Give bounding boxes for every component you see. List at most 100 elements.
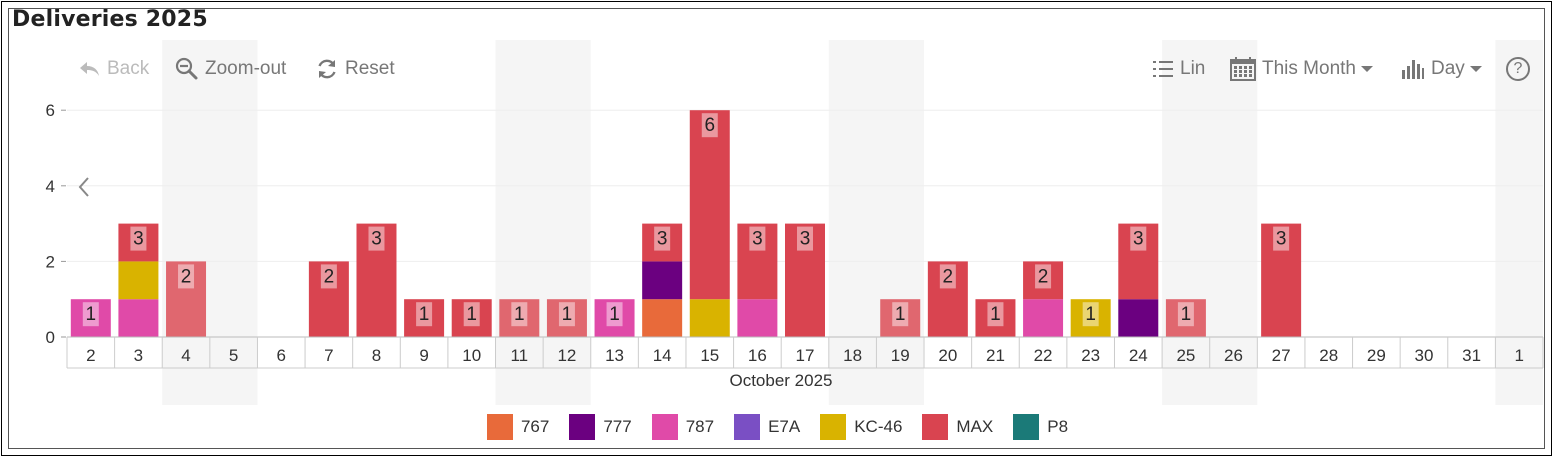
- legend-label: 767: [520, 417, 550, 436]
- back-arrow-icon: [80, 62, 99, 76]
- data-label: 1: [609, 304, 620, 325]
- bar-MAX[interactable]: [1165, 299, 1206, 337]
- data-label-bg: [939, 264, 956, 289]
- data-label-bg: [749, 226, 766, 251]
- zoom-out-icon: [175, 57, 198, 80]
- back-button[interactable]: Back: [79, 56, 149, 82]
- bar-MAX[interactable]: [1118, 223, 1159, 300]
- data-label: 3: [800, 229, 811, 250]
- data-label: 3: [752, 229, 763, 250]
- x-tick-label: 17: [796, 346, 815, 365]
- legend-swatch: [651, 414, 678, 440]
- granularity-dropdown[interactable]: Day: [1401, 56, 1482, 82]
- legend: 767 777 787 E7A KC-46 MAX P8: [0, 414, 1555, 440]
- x-tick-label: 4: [181, 346, 190, 365]
- bar-MAX[interactable]: [975, 299, 1016, 337]
- bar-787[interactable]: [118, 299, 159, 337]
- x-tick-label: 2: [86, 346, 95, 365]
- bar-777[interactable]: [1118, 299, 1159, 337]
- data-label: 1: [466, 304, 477, 325]
- bar-MAX[interactable]: [118, 223, 159, 262]
- data-label: 3: [1276, 229, 1287, 250]
- bar-787[interactable]: [1023, 299, 1064, 337]
- x-tick-label: 21: [986, 346, 1005, 365]
- legend-swatch: [922, 414, 949, 440]
- legend-swatch: [486, 414, 513, 440]
- bar-767[interactable]: [642, 299, 683, 337]
- reset-button[interactable]: Reset: [315, 56, 395, 82]
- legend-item-777[interactable]: 777: [569, 414, 632, 440]
- bar-777[interactable]: [642, 261, 683, 300]
- data-label-bg: [1130, 226, 1147, 251]
- bar-MAX[interactable]: [689, 110, 730, 300]
- legend-item-kc-46[interactable]: KC-46: [820, 414, 902, 440]
- data-label-bg: [82, 302, 99, 327]
- data-label-bg: [558, 302, 575, 327]
- data-label-bg: [892, 302, 909, 327]
- x-tick-label: 7: [324, 346, 333, 365]
- x-tick-label: 11: [510, 346, 528, 365]
- bar-MAX[interactable]: [356, 223, 397, 337]
- data-label-bg: [701, 113, 718, 138]
- bar-MAX[interactable]: [737, 223, 778, 300]
- zoom-out-button[interactable]: Zoom-out: [175, 56, 286, 82]
- bar-MAX[interactable]: [880, 299, 921, 337]
- bar-787[interactable]: [594, 299, 635, 337]
- x-tick-label: 19: [891, 346, 910, 365]
- y-tick-label: 4: [46, 177, 55, 196]
- data-label: 1: [514, 304, 525, 325]
- help-button[interactable]: ?: [1506, 57, 1530, 81]
- x-tick-label: 26: [1224, 346, 1243, 365]
- zoom-out-label: Zoom-out: [205, 58, 287, 79]
- bar-MAX[interactable]: [451, 299, 492, 337]
- x-tick-label: 12: [557, 346, 576, 365]
- bar-KC-46[interactable]: [1070, 299, 1111, 337]
- data-label: 2: [1038, 266, 1049, 287]
- data-label: 1: [1181, 304, 1192, 325]
- data-label: 2: [324, 266, 335, 287]
- granularity-caret-icon: [1469, 66, 1482, 72]
- data-label-bg: [130, 226, 147, 251]
- bar-KC-46[interactable]: [689, 299, 730, 337]
- x-tick-label: 10: [462, 346, 481, 365]
- bar-MAX[interactable]: [1261, 223, 1302, 337]
- data-label-bg: [1035, 264, 1052, 289]
- bar-MAX[interactable]: [404, 299, 445, 337]
- bar-MAX[interactable]: [308, 261, 349, 337]
- bar-MAX[interactable]: [927, 261, 968, 337]
- period-dropdown[interactable]: This Month: [1230, 56, 1373, 82]
- x-tick-label: 14: [653, 346, 672, 365]
- bar-787[interactable]: [70, 299, 111, 337]
- legend-item-p8[interactable]: P8: [1013, 414, 1068, 440]
- data-label: 1: [562, 304, 573, 325]
- data-label: 1: [895, 304, 906, 325]
- legend-item-787[interactable]: 787: [651, 414, 714, 440]
- scale-toggle[interactable]: Lin: [1152, 56, 1205, 82]
- bar-MAX[interactable]: [166, 261, 207, 337]
- data-label: 1: [990, 304, 1001, 325]
- x-tick-label: 28: [1319, 346, 1338, 365]
- legend-swatch: [820, 414, 847, 440]
- data-label-bg: [797, 226, 813, 251]
- x-tick-label: 5: [229, 346, 238, 365]
- x-tick-label: 13: [605, 346, 624, 365]
- bar-KC-46[interactable]: [118, 261, 159, 300]
- data-label-bg: [416, 302, 433, 327]
- bar-787[interactable]: [737, 299, 778, 337]
- legend-swatch: [569, 414, 596, 440]
- bar-MAX[interactable]: [785, 223, 825, 337]
- data-label: 2: [943, 266, 954, 287]
- x-tick-label: 27: [1272, 346, 1291, 365]
- bar-MAX[interactable]: [499, 299, 540, 337]
- x-tick-label: 8: [372, 346, 381, 365]
- bar-MAX[interactable]: [1023, 261, 1064, 300]
- legend-item-767[interactable]: 767: [486, 414, 550, 440]
- data-label: 3: [133, 229, 144, 250]
- scroll-left-chevron-icon[interactable]: [78, 177, 89, 197]
- legend-item-max[interactable]: MAX: [922, 414, 993, 440]
- x-tick-label: 16: [748, 346, 767, 365]
- bar-MAX[interactable]: [642, 223, 683, 262]
- bar-MAX[interactable]: [546, 299, 587, 337]
- legend-item-e7a[interactable]: E7A: [734, 414, 800, 440]
- data-label: 2: [181, 266, 192, 287]
